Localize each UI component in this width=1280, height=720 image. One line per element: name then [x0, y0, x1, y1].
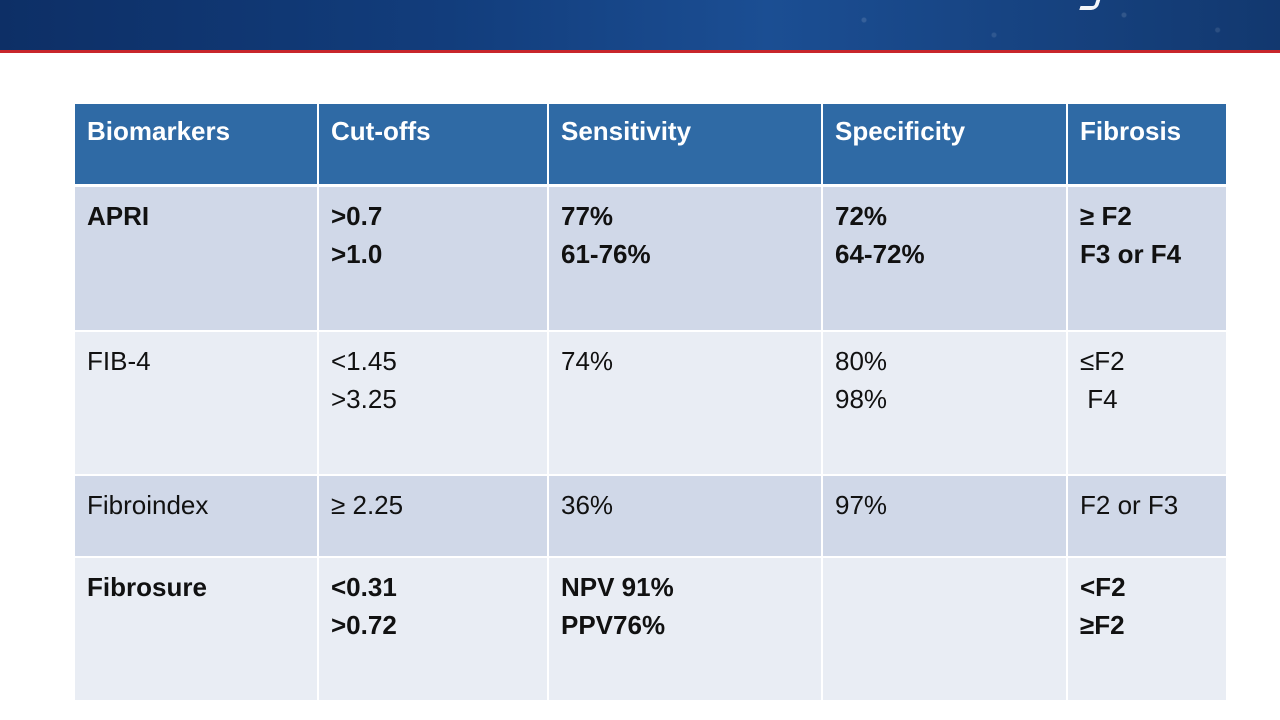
cutoff-value: >1.0: [331, 239, 383, 269]
cell-cutoffs: ≥ 2.25: [319, 476, 549, 558]
sensitivity-value: 36%: [561, 490, 614, 520]
cell-cutoffs: <1.45 >3.25: [319, 332, 549, 476]
fibrosis-value: ≤F2: [1080, 346, 1125, 376]
fibrosis-value: ≥F2: [1080, 610, 1125, 640]
header-cutoffs: Cut-offs: [319, 104, 549, 187]
fibrosis-value: F3 or F4: [1080, 239, 1182, 269]
fibrosis-value: F4: [1080, 384, 1118, 414]
cell-specificity: 72% 64-72%: [823, 187, 1068, 332]
table-row-fibroindex: Fibroindex ≥ 2.25 36% 97% F2 or F3: [75, 476, 1226, 558]
cell-specificity: [823, 558, 1068, 702]
cell-biomarker: APRI: [75, 187, 319, 332]
banner-divider: [0, 50, 1280, 53]
cell-cutoffs: <0.31 >0.72: [319, 558, 549, 702]
sensitivity-value: 77%: [561, 201, 614, 231]
biomarker-table: Biomarkers Cut-offs Sensitivity Specific…: [75, 104, 1226, 702]
cutoff-value: >0.7: [331, 201, 383, 231]
header-fibrosis: Fibrosis: [1068, 104, 1226, 187]
fibrosis-value: ≥ F2: [1080, 201, 1132, 231]
fibrosis-value: F2 or F3: [1080, 490, 1179, 520]
cell-fibrosis: ≥ F2 F3 or F4: [1068, 187, 1226, 332]
specificity-value: 80%: [835, 346, 888, 376]
header-specificity: Specificity: [823, 104, 1068, 187]
specificity-value: 64-72%: [835, 239, 925, 269]
sensitivity-value: 74%: [561, 346, 614, 376]
sensitivity-value: 61-76%: [561, 239, 651, 269]
cell-sensitivity: 36%: [549, 476, 823, 558]
cell-cutoffs: >0.7 >1.0: [319, 187, 549, 332]
table-header-row: Biomarkers Cut-offs Sensitivity Specific…: [75, 104, 1226, 187]
cell-specificity: 97%: [823, 476, 1068, 558]
header-biomarkers: Biomarkers: [75, 104, 319, 187]
sensitivity-value: NPV 91%: [561, 572, 674, 602]
cutoff-value: <1.45: [331, 346, 397, 376]
cell-biomarker: Fibroindex: [75, 476, 319, 558]
cell-fibrosis: F2 or F3: [1068, 476, 1226, 558]
biomarker-name: FIB-4: [87, 346, 151, 376]
cell-sensitivity: 77% 61-76%: [549, 187, 823, 332]
biomarker-name: Fibrosure: [87, 572, 207, 602]
cutoff-value: <0.31: [331, 572, 397, 602]
specificity-value: 98%: [835, 384, 888, 414]
cutoff-value: ≥ 2.25: [331, 490, 404, 520]
cell-biomarker: Fibrosure: [75, 558, 319, 702]
table-row-fib4: FIB-4 <1.45 >3.25 74% 80% 98% ≤F2 F4: [75, 332, 1226, 476]
biomarker-name: Fibroindex: [87, 490, 209, 520]
cell-sensitivity: 74%: [549, 332, 823, 476]
cell-sensitivity: NPV 91% PPV76%: [549, 558, 823, 702]
title-banner: [0, 0, 1280, 50]
banner-texture: [760, 0, 1280, 50]
table-row-fibrosure: Fibrosure <0.31 >0.72 NPV 91% PPV76% <F2…: [75, 558, 1226, 702]
cell-fibrosis: ≤F2 F4: [1068, 332, 1226, 476]
specificity-value: 72%: [835, 201, 888, 231]
cutoff-value: >0.72: [331, 610, 397, 640]
cell-fibrosis: <F2 ≥F2: [1068, 558, 1226, 702]
sensitivity-value: PPV76%: [561, 610, 666, 640]
table-row-apri: APRI >0.7 >1.0 77% 61-76% 72% 64-72% ≥ F…: [75, 187, 1226, 332]
cell-biomarker: FIB-4: [75, 332, 319, 476]
header-sensitivity: Sensitivity: [549, 104, 823, 187]
biomarker-name: APRI: [87, 201, 150, 231]
cutoff-value: >3.25: [331, 384, 397, 414]
specificity-value: 97%: [835, 490, 888, 520]
fibrosis-value: <F2: [1080, 572, 1126, 602]
cell-specificity: 80% 98%: [823, 332, 1068, 476]
